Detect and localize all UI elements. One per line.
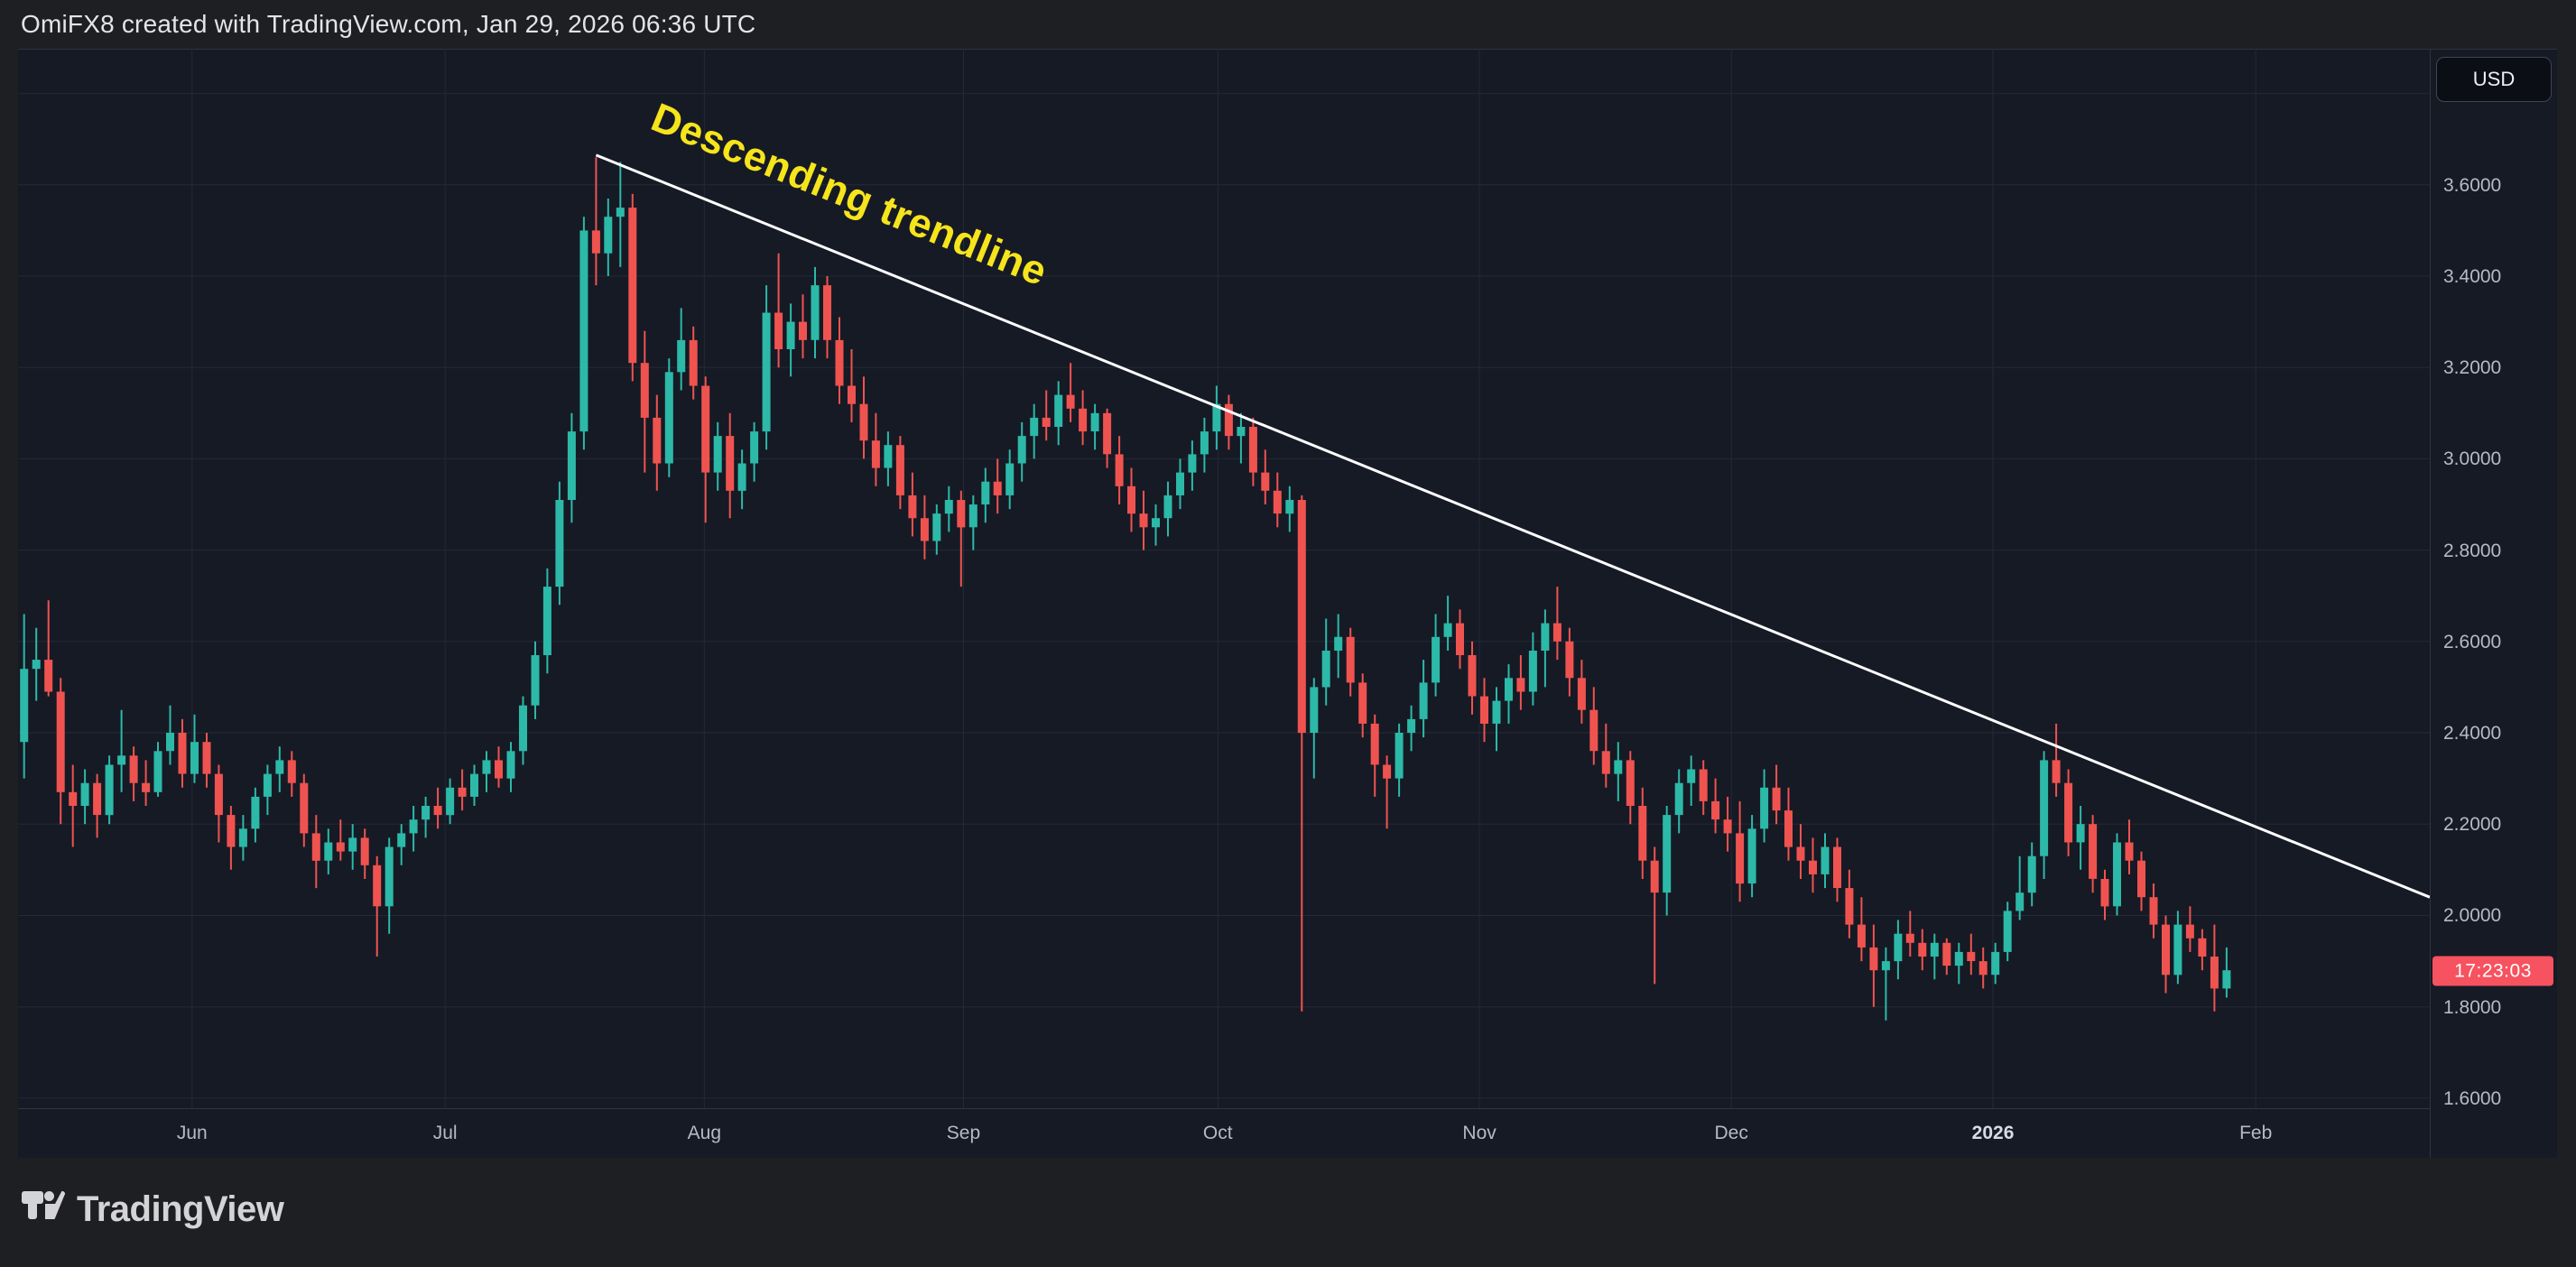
price-axis[interactable]: USD 3.6000 3.4000 3.2000 3.0000 2.8000 2.6000…: [2430, 49, 2557, 1158]
price-axis-label: 2.4000: [2443, 723, 2502, 744]
price-axis-label: 1.6000: [2443, 1087, 2502, 1109]
time-axis[interactable]: Jun Jul Aug Sep Oct Nov Dec 2026 Feb: [18, 1108, 2430, 1158]
price-axis-label: 2.8000: [2443, 540, 2502, 561]
time-axis-label-dec: Dec: [1714, 1123, 1748, 1143]
tradingview-logo-text: TradingView: [77, 1189, 284, 1229]
time-axis-label-jul: Jul: [432, 1123, 458, 1143]
price-axis-label: 2.6000: [2443, 631, 2502, 652]
candlestick-series: [20, 157, 2231, 1021]
price-axis-label: 3.4000: [2443, 266, 2502, 287]
bar-close-countdown-badge[interactable]: 17:23:03: [2432, 956, 2553, 986]
chart-attribution-title: OmiFX8 created with TradingView.com, Jan…: [21, 10, 756, 38]
time-axis-label-aug: Aug: [687, 1123, 722, 1143]
price-axis-label: 2.2000: [2443, 814, 2502, 836]
time-axis-label-sep: Sep: [946, 1123, 981, 1143]
currency-unit-button[interactable]: USD: [2436, 57, 2552, 102]
time-axis-label-nov: Nov: [1462, 1123, 1496, 1143]
time-axis-label-feb: Feb: [2239, 1123, 2273, 1143]
gridlines: [18, 49, 2430, 1108]
price-axis-label: 3.2000: [2443, 357, 2502, 379]
tradingview-logo[interactable]: TradingView: [22, 1189, 284, 1230]
price-axis-label: 3.6000: [2443, 174, 2502, 196]
tradingview-logo-icon: [22, 1190, 65, 1219]
time-axis-label-2026: 2026: [1971, 1123, 2015, 1143]
price-axis-label: 1.8000: [2443, 996, 2502, 1018]
price-axis-label: 3.0000: [2443, 449, 2502, 470]
time-axis-label-oct: Oct: [1202, 1123, 1233, 1143]
descending-trendline[interactable]: [595, 153, 2431, 899]
price-axis-label: 2.0000: [2443, 905, 2502, 927]
chart-plot-area[interactable]: [18, 49, 2430, 1108]
time-axis-label-jun: Jun: [176, 1123, 208, 1143]
